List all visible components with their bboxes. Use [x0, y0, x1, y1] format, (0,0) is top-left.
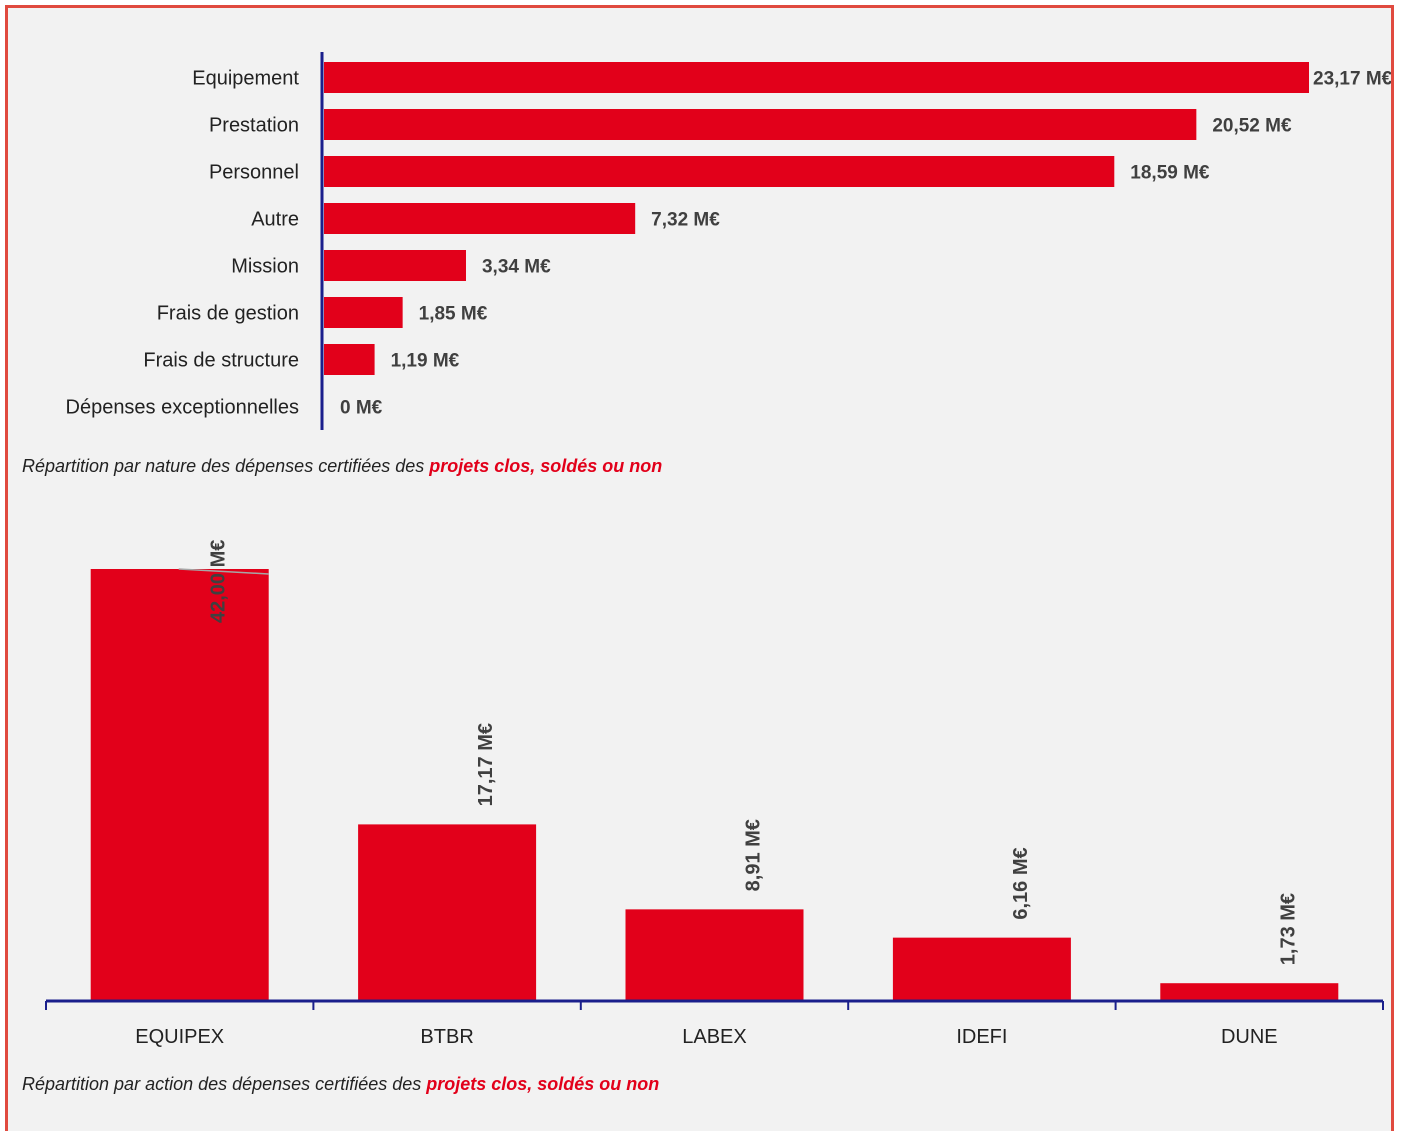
category-label-8: Dépenses exceptionnelles: [66, 397, 300, 419]
value-label-4: 7,32 M€: [651, 210, 720, 231]
bar-3: [625, 909, 804, 1001]
bar-4: [892, 937, 1071, 1001]
category-label-2: BTBR: [420, 1026, 473, 1048]
value-label-4: 6,16 M€: [1010, 847, 1032, 919]
chart1-caption-text: Répartition par nature des dépenses cert…: [22, 456, 430, 476]
bar-2: [324, 109, 1197, 140]
figure-frame: Equipement 23,17 M€ Prestation 20,52 M€ Pers…: [5, 5, 1394, 1131]
category-label-5: DUNE: [1221, 1026, 1278, 1048]
category-label-1: Equipement: [192, 68, 299, 90]
value-label-6: 1,85 M€: [419, 304, 488, 325]
category-label-5: Mission: [231, 256, 299, 278]
category-label-4: IDEFI: [956, 1026, 1007, 1048]
value-label-3: 18,59 M€: [1130, 163, 1210, 184]
category-label-3: Personnel: [209, 162, 299, 184]
action-bar-chart: 42,00 M€ EQUIPEX 17,17 M€ BTBR 8,91 M€ LABEX 6…: [45, 540, 1384, 1048]
bar-5: [324, 250, 466, 281]
chart2-caption-text: Répartition par action des dépenses cert…: [22, 1074, 427, 1094]
category-label-7: Frais de structure: [143, 350, 299, 372]
nature-bar-chart: Equipement 23,17 M€ Prestation 20,52 M€ Pers…: [66, 52, 1393, 430]
bar-6: [324, 297, 403, 328]
category-label-6: Frais de gestion: [157, 303, 299, 325]
bar-5: [1160, 983, 1339, 1001]
leader-line: [178, 568, 269, 575]
value-label-2: 17,17 M€: [475, 723, 497, 806]
value-label-1: 23,17 M€: [1313, 69, 1393, 90]
bar-4: [324, 203, 636, 234]
value-label-5: 1,73 M€: [1277, 893, 1299, 965]
value-label-8: 0 M€: [340, 398, 383, 419]
chart2-caption-highlight: projets clos, soldés ou non: [426, 1074, 660, 1094]
value-label-2: 20,52 M€: [1212, 116, 1292, 137]
value-label-3: 8,91 M€: [743, 819, 765, 891]
category-label-1: EQUIPEX: [135, 1026, 224, 1048]
value-label-1: 42,00 M€: [208, 540, 230, 623]
bar-1: [90, 569, 269, 1001]
category-label-3: LABEX: [682, 1026, 746, 1048]
bar-3: [324, 156, 1115, 187]
chart2-caption: Répartition par action des dépenses cert…: [22, 1074, 659, 1095]
category-label-2: Prestation: [209, 115, 299, 137]
value-label-7: 1,19 M€: [391, 351, 460, 372]
chart1-caption: Répartition par nature des dépenses cert…: [22, 456, 662, 477]
bar-1: [324, 62, 1309, 93]
bar-7: [324, 344, 375, 375]
bar-2: [358, 824, 537, 1001]
value-label-5: 3,34 M€: [482, 257, 551, 278]
chart1-caption-highlight: projets clos, soldés ou non: [429, 456, 663, 476]
category-label-4: Autre: [251, 209, 299, 231]
